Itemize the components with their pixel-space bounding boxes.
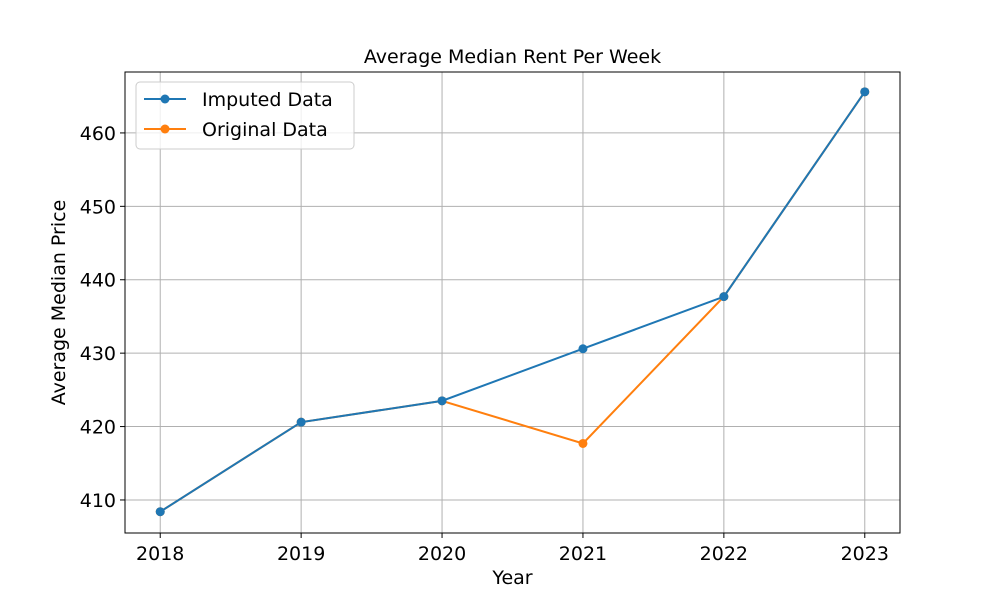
data-point-imputed-data — [578, 344, 588, 354]
legend-marker-imputed-data — [160, 94, 170, 104]
legend-label-original-data: Original Data — [202, 119, 328, 141]
legend-box — [135, 81, 355, 150]
y-tick-label: 460 — [80, 123, 116, 145]
x-tick-label: 2018 — [136, 543, 184, 565]
x-tick-label: 2022 — [700, 543, 748, 565]
data-point-imputed-data — [155, 507, 165, 517]
series-layer — [155, 87, 870, 517]
data-point-original-data — [578, 438, 588, 448]
axis-ticks: 2018 2019 2020 2021 2022 2023 410 420 430 440 450 4… — [80, 123, 889, 565]
x-tick-label: 2020 — [418, 543, 466, 565]
y-tick-label: 420 — [80, 417, 116, 439]
legend-marker-original-data — [160, 124, 170, 134]
x-axis-label: Year — [491, 567, 532, 589]
x-tick-label: 2019 — [277, 543, 325, 565]
y-tick-label: 410 — [80, 490, 116, 512]
series-line-imputed-data — [159, 91, 866, 513]
y-tick-label: 430 — [80, 343, 116, 365]
y-tick-label: 440 — [80, 270, 116, 292]
x-tick-label: 2023 — [841, 543, 889, 565]
x-tick-label: 2021 — [559, 543, 607, 565]
grid — [125, 72, 900, 533]
data-point-imputed-data — [296, 417, 306, 427]
data-point-imputed-data — [860, 87, 870, 97]
chart-title: Average Median Rent Per Week — [364, 46, 661, 68]
data-point-imputed-data — [719, 292, 729, 302]
series-imputed-data — [155, 87, 870, 517]
data-point-imputed-data — [437, 396, 447, 406]
legend-item-imputed-data: Imputed Data — [144, 89, 333, 111]
y-axis-label: Average Median Price — [48, 200, 70, 406]
legend-label-imputed-data: Imputed Data — [202, 89, 333, 111]
legend-item-original-data: Original Data — [144, 119, 328, 141]
legend: Imputed Data Original Data — [135, 81, 355, 150]
y-tick-label: 450 — [80, 196, 116, 218]
plot-frame — [124, 71, 901, 534]
